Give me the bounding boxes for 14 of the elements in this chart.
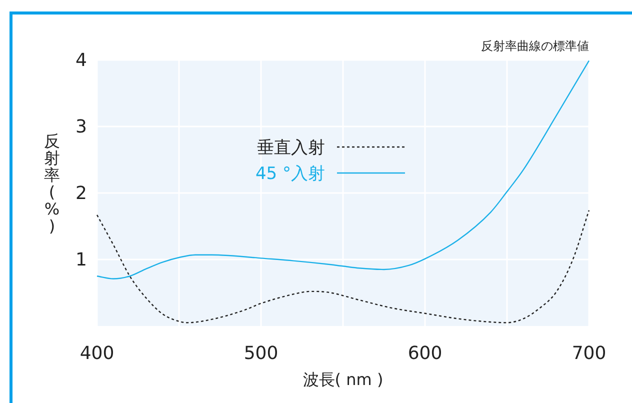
- y-tick-label: 3: [76, 116, 87, 138]
- x-tick-label: 600: [408, 343, 442, 364]
- y-tick-label: 4: [76, 50, 87, 71]
- y-tick-label: 2: [76, 183, 87, 204]
- y-tick-label: 1: [76, 250, 87, 270]
- legend-label: 垂直入射: [257, 138, 325, 158]
- x-tick-label: 400: [80, 343, 114, 364]
- x-tick-label: 500: [244, 343, 278, 364]
- y-axis-title: 反射率(%): [44, 132, 60, 236]
- chart-title: 反射率曲線の標準値: [481, 39, 589, 53]
- x-axis-title: 波長( nm ): [302, 370, 384, 389]
- legend-label: 45 °入射: [255, 164, 325, 184]
- line-series: [96, 210, 590, 324]
- x-tick-label: 700: [572, 343, 606, 364]
